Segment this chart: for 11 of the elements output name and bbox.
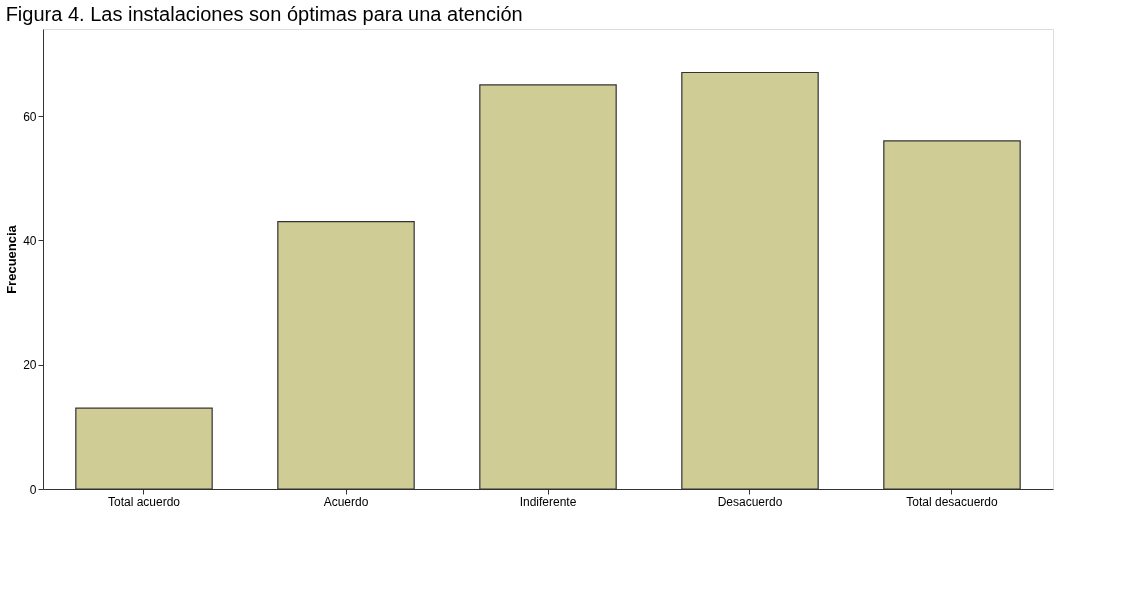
x-tick-label: Indiferente [519,494,577,509]
y-tick-label: 40 [23,233,37,248]
chart-title: Figura 4. Las instalaciones son óptimas para una atención [5,3,523,25]
y-tick-label: 0 [29,482,37,497]
y-tick-label: 60 [23,109,37,124]
x-tick-label: Acuerdo [323,494,369,509]
x-tick-label: Total acuerdo [107,494,181,509]
x-tick-label: Total desacuerdo [906,494,999,509]
y-axis-title: Frecuencia [4,224,20,294]
x-tick-label: Desacuerdo [717,494,783,509]
y-tick-label: 20 [23,358,37,373]
